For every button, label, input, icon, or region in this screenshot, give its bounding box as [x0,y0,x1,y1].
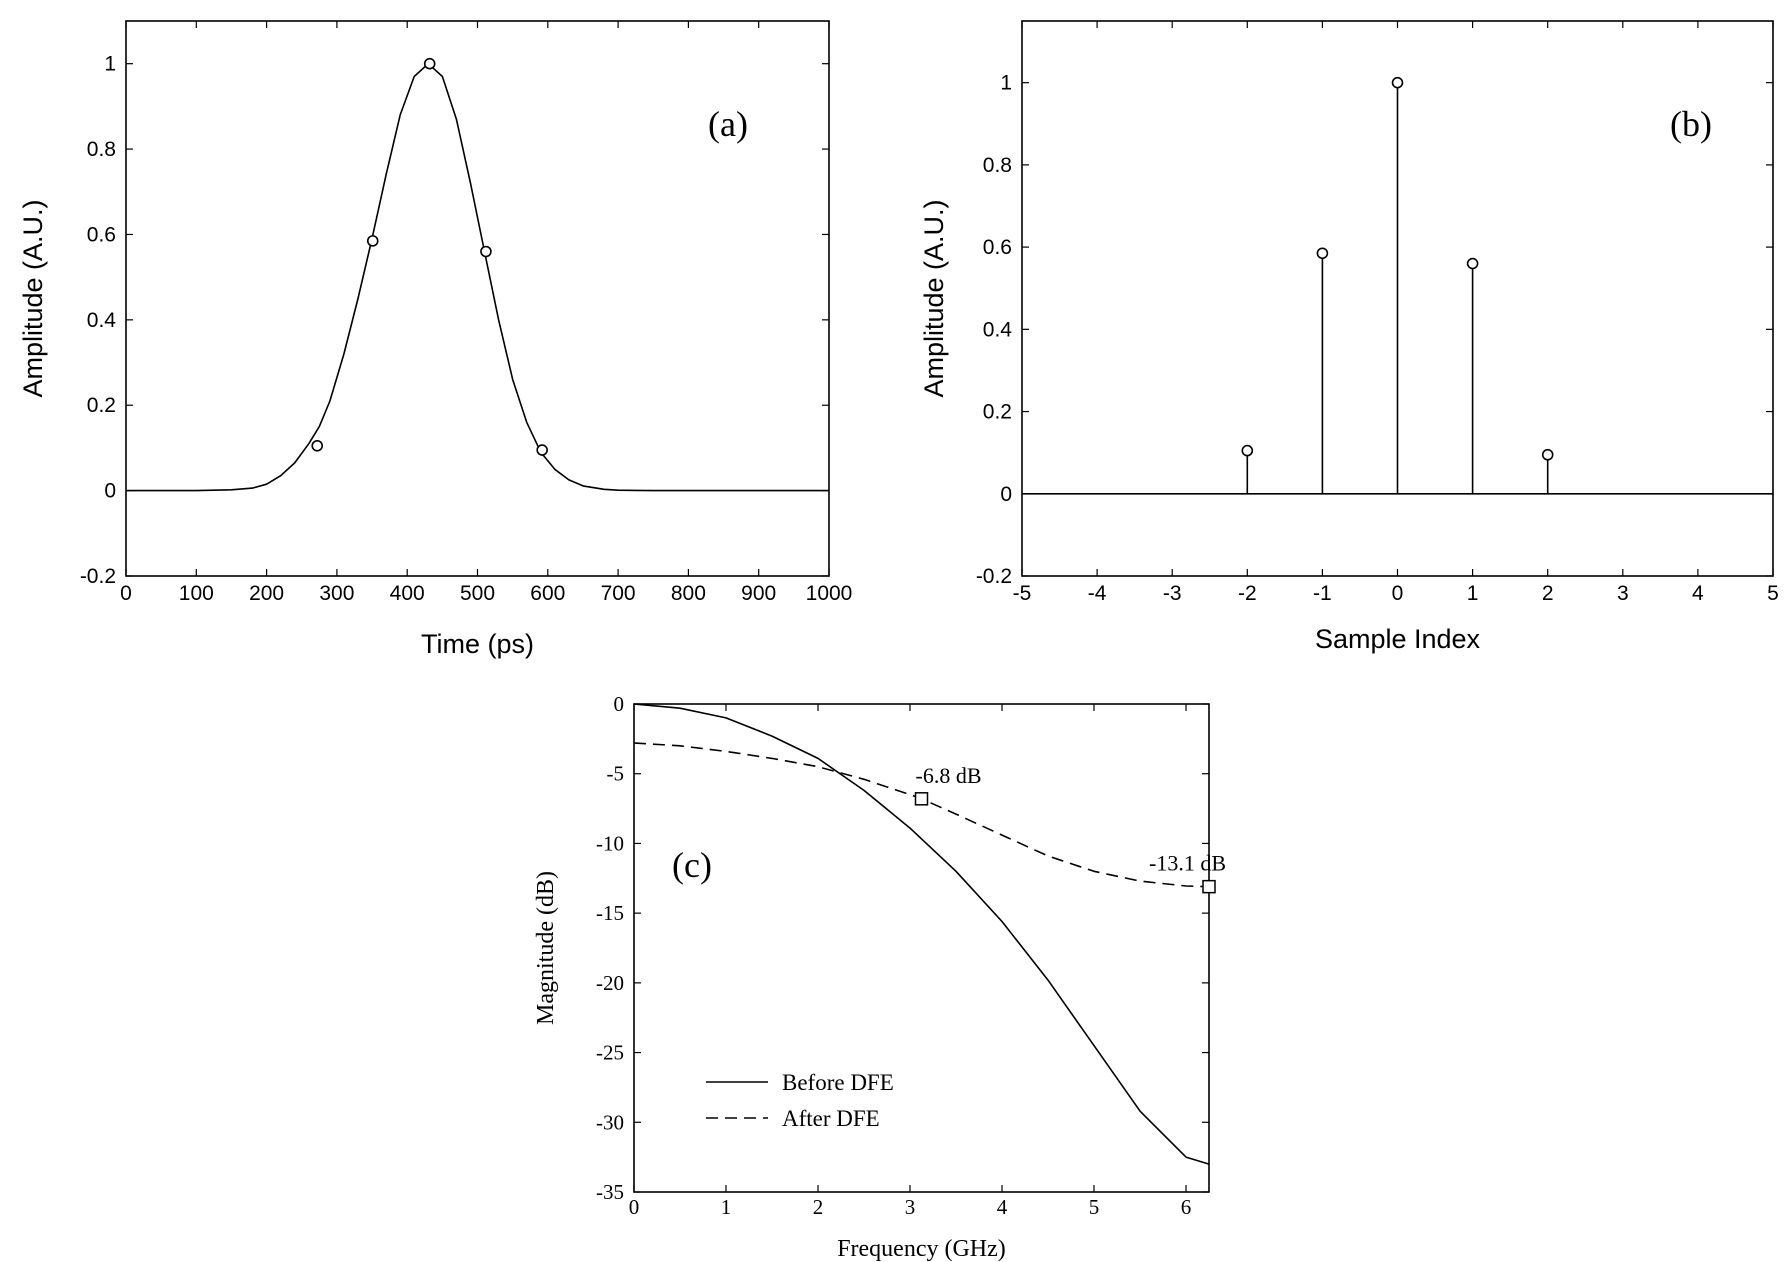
y-tick-label: 0.6 [87,223,116,246]
annotation-label: -13.1 dB [1149,851,1226,876]
x-tick-label: 4 [1692,582,1704,605]
y-tick-label: -5 [607,762,625,786]
y-tick-label: 0.8 [983,154,1012,177]
x-tick-label: 500 [460,582,495,605]
y-axis-label: Magnitude (dB) [533,871,559,1025]
sample-marker [423,57,436,70]
x-tick-label: 4 [997,1195,1008,1219]
stem-marker [1466,257,1479,270]
y-tick-label: -0.2 [80,565,116,588]
x-tick-label: 2 [1542,582,1554,605]
x-tick-label: -3 [1163,582,1182,605]
y-tick-label: 0 [1000,483,1012,506]
x-tick-label: 100 [179,582,214,605]
x-tick-label: 1 [1467,582,1479,605]
x-tick-label: 900 [741,582,776,605]
y-tick-label: -30 [596,1110,624,1134]
y-tick-label: -15 [596,901,624,925]
panel-label: (a) [708,104,748,144]
y-tick-label: 0.4 [87,309,117,332]
y-tick-label: 0.4 [983,318,1013,341]
y-tick-label: 0.2 [983,401,1012,424]
x-tick-label: 6 [1181,1195,1192,1219]
y-axis-label: Amplitude (A.U.) [919,199,949,397]
sample-marker [536,444,548,456]
stem-marker [1391,76,1404,89]
stem-marker [1241,444,1254,457]
panel-a-time-pulse: 0 100 200 300 400 500 600 700 800 900 1000-0.200.2… [18,20,853,659]
x-axis-label: Time (ps) [421,629,534,659]
series-line-before-dfe [633,703,1210,1165]
sample-marker [480,245,492,258]
y-tick-label: -35 [596,1180,624,1204]
y-tick-label: 1 [104,53,116,76]
y-axis-label: Amplitude (A.U.) [18,199,48,397]
annotation-marker [914,792,929,806]
x-tick-label: 600 [530,582,565,605]
x-tick-label: 300 [319,582,354,605]
panel-label: (c) [672,845,712,885]
x-tick-label: 3 [905,1195,916,1219]
y-tick-label: 0 [614,692,625,716]
plot-frame [633,703,1210,1193]
x-tick-label: -1 [1313,582,1332,605]
stem-marker [1316,247,1329,260]
x-tick-label: 1000 [806,582,853,605]
x-tick-label: 400 [390,582,425,605]
y-tick-label: 1 [1000,72,1012,95]
panel-b-sample-stems: -5 -4 -3 -2 -1 0 1 2 3 4 5 -0.2 0 0.2 0.4 0.6 0.8 1 Sample… [919,20,1779,654]
x-tick-label: 0 [629,1195,640,1219]
y-tick-label: 0.2 [87,394,116,417]
panel-c-frequency-response: 0 1 2 3 4 5 6 -35 -30 -25 -20 -15 -10 -5 0 Frequency (G… [533,692,1226,1262]
x-tick-label: 0 [120,582,132,605]
x-tick-label: 200 [249,582,284,605]
x-tick-label: 0 [1392,582,1404,605]
x-axis-label: Frequency (GHz) [837,1236,1006,1262]
x-tick-label: 800 [671,582,706,605]
y-tick-label: 0.8 [87,138,116,161]
annotation-marker [1202,879,1216,894]
x-tick-label: -4 [1088,582,1107,605]
y-tick-label: -0.2 [976,565,1012,588]
x-tick-label: 700 [601,582,636,605]
x-axis-label: Sample Index [1315,624,1481,654]
y-tick-label: 0 [104,480,116,503]
sample-marker [366,235,379,247]
y-tick-label: -10 [596,831,624,855]
x-tick-label: 5 [1089,1195,1100,1219]
legend-label: After DFE [782,1106,880,1131]
x-tick-label: 1 [721,1195,732,1219]
y-tick-label: -20 [596,971,624,995]
x-tick-label: -5 [1013,582,1032,605]
annotation-label: -6.8 dB [916,763,982,788]
panel-label: (b) [1670,104,1712,144]
stem-marker [1541,448,1554,461]
sample-marker [311,439,324,452]
y-tick-label: -25 [596,1041,624,1065]
x-tick-label: 2 [813,1195,824,1219]
legend-label: Before DFE [782,1070,894,1095]
x-tick-label: -2 [1238,582,1257,605]
x-tick-label: 3 [1617,582,1629,605]
x-tick-label: 5 [1767,582,1779,605]
y-tick-label: 0.6 [983,236,1012,259]
